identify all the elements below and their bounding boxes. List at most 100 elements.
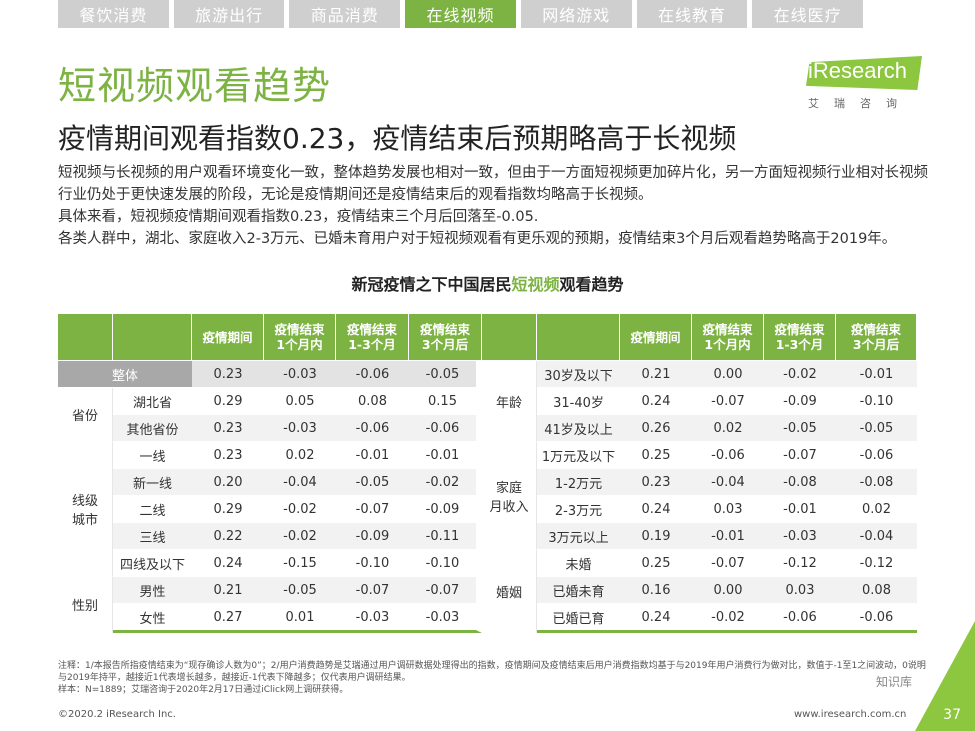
value-cell: 0.05 xyxy=(264,388,336,415)
row-label: 31-40岁 xyxy=(537,388,620,415)
value-cell: -0.04 xyxy=(692,469,764,496)
row-label: 1万元及以下 xyxy=(537,442,620,469)
copyright: ©2020.2 iResearch Inc. xyxy=(58,709,176,720)
header-cell-line: 1个月内 xyxy=(704,337,751,352)
value-cell: 0.02 xyxy=(836,496,917,523)
table-row: 省份 湖北省 0.29 0.05 0.08 0.15 31-40岁 0.24 -0.07 -0.0… xyxy=(58,388,917,442)
iresearch-logo: iResearch 艾瑞咨询 xyxy=(806,52,926,112)
value-cell: 0.24 xyxy=(620,604,692,633)
value-cell: 0.29 xyxy=(192,496,264,523)
value-cell: -0.04 xyxy=(836,523,917,550)
value-cell: -0.07 xyxy=(336,496,409,523)
page-number: 37 xyxy=(943,707,961,723)
value-cell: 0.29 xyxy=(192,388,264,415)
row-label: 2-3万元 xyxy=(537,496,620,523)
value-cell: -0.12 xyxy=(836,550,917,577)
tab-online-video[interactable]: 在线视频 xyxy=(405,0,516,28)
table-row: 二线 0.29 -0.02 -0.07 -0.09 2-3万元 0.24 0.03 -0.01 0… xyxy=(58,496,917,523)
row-label: 未婚 xyxy=(537,550,620,577)
total-label: 整体 xyxy=(58,361,192,388)
group-label-line: 线级 xyxy=(71,494,98,509)
value-cell: -0.01 xyxy=(836,361,917,388)
header-blank xyxy=(482,314,537,361)
header-cell: 疫情结束 3个月后 xyxy=(836,314,917,361)
website-url: www.iresearch.com.cn xyxy=(794,709,907,720)
value-cell: -0.02 xyxy=(264,523,336,550)
tab-online-games[interactable]: 网络游戏 xyxy=(520,0,632,28)
value-cell: 0.15 xyxy=(409,388,482,415)
tab-goods[interactable]: 商品消费 xyxy=(289,0,401,28)
value-cell: -0.05 xyxy=(836,415,917,442)
row-label: 已婚未育 xyxy=(537,577,620,604)
value-cell: -0.08 xyxy=(764,469,836,496)
value-cell: -0.07 xyxy=(764,442,836,469)
header-cell-line: 疫情结束 xyxy=(346,322,397,337)
value-cell: 0.23 xyxy=(192,442,264,469)
table-row: 新一线 0.20 -0.04 -0.05 -0.02 1-2万元 0.23 -0.04 -0.0… xyxy=(58,469,917,496)
tab-dining[interactable]: 餐饮消费 xyxy=(58,0,169,28)
table-row: 性别 男性 0.21 -0.05 -0.07 -0.07 已婚未育 0.16 0.00 0.03 0… xyxy=(58,577,917,633)
value-cell: -0.12 xyxy=(764,550,836,577)
value-cell: -0.11 xyxy=(409,523,482,550)
value-cell: 0.16 xyxy=(620,577,692,604)
table-row: 线级 城市 一线 0.23 0.02 -0.01 -0.01 家庭 月收入 1万元及以下 0.25-… xyxy=(58,442,917,577)
tab-travel[interactable]: 旅游出行 xyxy=(173,0,285,28)
value-cell: 0.22 xyxy=(192,523,264,550)
group-label-line: 城市 xyxy=(71,513,98,528)
watermark-text: 知识库 xyxy=(876,675,913,689)
value-cell: -0.05 xyxy=(764,415,836,442)
group-label-line: 省份 xyxy=(71,409,98,424)
value-cell: -0.06 xyxy=(692,442,764,469)
header-cell-line: 3个月后 xyxy=(421,337,469,352)
value-cell: -0.09 xyxy=(409,496,482,523)
value-cell: -0.09 xyxy=(336,523,409,550)
value-cell: 0.02 xyxy=(692,415,764,442)
table-row: 四线及以下 0.24 -0.15 -0.10 -0.10 婚姻 未婚 0.25 -0.07 -0.… xyxy=(58,550,917,633)
header-cell-line: 1-3个月 xyxy=(775,337,824,352)
row-label: 其他省份 xyxy=(113,415,192,442)
value-cell: -0.09 xyxy=(764,388,836,415)
table-title-prefix: 新冠疫情之下中国居民 xyxy=(351,275,512,294)
header-cell-line: 疫情结束 xyxy=(419,322,470,337)
header-blank xyxy=(537,314,620,361)
group-label-line: 月收入 xyxy=(489,499,529,515)
value-cell: 0.20 xyxy=(192,469,264,496)
value-cell: -0.01 xyxy=(336,442,409,469)
tab-online-medical[interactable]: 在线医疗 xyxy=(752,0,864,28)
value-cell: 0.02 xyxy=(264,442,336,469)
value-cell: -0.05 xyxy=(336,469,409,496)
top-tabs: 餐饮消费 旅游出行 商品消费 在线视频 网络游戏 在线教育 在线医疗 xyxy=(58,0,864,28)
value-cell: 0.00 xyxy=(692,577,764,604)
header-cell-line: 疫情结束 xyxy=(274,322,325,337)
value-cell: -0.08 xyxy=(836,469,917,496)
value-cell: 0.24 xyxy=(620,388,692,415)
header-cell-line: 1个月内 xyxy=(276,337,323,352)
row-label: 男性 xyxy=(113,577,192,604)
value-cell: -0.10 xyxy=(836,388,917,415)
group-label: 家庭 月收入 xyxy=(482,442,537,550)
group-label: 性别 xyxy=(58,577,113,633)
value-cell: 0.01 xyxy=(264,604,336,633)
value-cell: 0.21 xyxy=(620,361,692,388)
value-cell: -0.05 xyxy=(409,361,482,388)
value-cell: -0.03 xyxy=(409,604,482,633)
table-title-suffix: 观看趋势 xyxy=(559,275,624,294)
logo-badge xyxy=(806,56,922,90)
notes: 注释：1/本报告所指疫情结束为“现存确诊人数为0”；2/用户消费趋势是艾瑞通过用… xyxy=(58,660,928,696)
header-blank xyxy=(58,314,113,361)
page-title: 短视频观看趋势 xyxy=(58,64,332,108)
value-cell: -0.07 xyxy=(692,550,764,577)
value-cell: 0.03 xyxy=(692,496,764,523)
value-cell: 0.23 xyxy=(620,469,692,496)
value-cell: 0.19 xyxy=(620,523,692,550)
table-row: 整体 0.23 -0.03 -0.06 -0.05 年龄 30岁及以下 0.21 0.00 -0.… xyxy=(58,361,917,442)
group-label: 婚姻 xyxy=(482,550,537,633)
tab-online-education[interactable]: 在线教育 xyxy=(636,0,748,28)
header-cell-line: 疫情结束 xyxy=(774,322,825,337)
header-cell: 疫情结束 3个月后 xyxy=(409,314,482,361)
value-cell: 0.25 xyxy=(620,442,692,469)
table-row: 三线 0.22 -0.02 -0.09 -0.11 3万元以上 0.19 -0.01 -0.03… xyxy=(58,523,917,550)
header-cell-line: 1-3个月 xyxy=(348,337,396,352)
row-label: 一线 xyxy=(113,442,192,469)
group-label: 年龄 xyxy=(482,361,537,442)
